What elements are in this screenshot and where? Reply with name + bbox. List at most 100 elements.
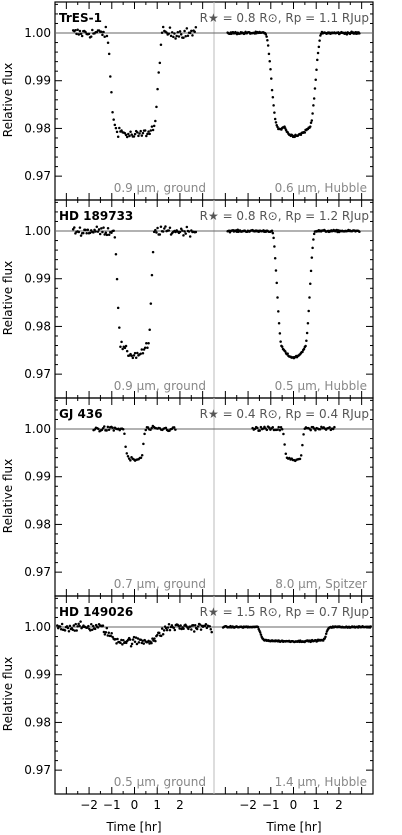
- data-point: [68, 624, 72, 628]
- data-point: [125, 349, 129, 353]
- data-point: [148, 132, 151, 136]
- data-point: [126, 454, 130, 458]
- data-point: [182, 627, 185, 631]
- data-point: [74, 28, 77, 32]
- data-point: [140, 641, 144, 645]
- y-axis-label-panel-1: Relative flux: [1, 63, 15, 137]
- data-point: [150, 641, 153, 645]
- data-point: [279, 340, 282, 343]
- data-point: [278, 428, 282, 432]
- data-point: [192, 630, 196, 633]
- data-point: [136, 637, 140, 640]
- data-point: [165, 31, 168, 34]
- data-point: [151, 250, 155, 254]
- data-point: [59, 628, 63, 631]
- data-point: [328, 426, 331, 429]
- x-tick-label-left: 0: [131, 798, 139, 812]
- data-point: [73, 226, 76, 229]
- data-point: [96, 230, 100, 233]
- data-point: [137, 641, 141, 644]
- data-point: [101, 230, 104, 234]
- data-point: [210, 630, 213, 634]
- x-tick-label-right: 1: [312, 798, 320, 812]
- data-point: [277, 425, 280, 429]
- data-point: [107, 631, 111, 634]
- data-point: [104, 25, 108, 29]
- panel-1: 1.00 0.99 0.98 0.97 0.9 μm, ground 0.6 μm, Hu…: [24, 1, 374, 201]
- data-point: [279, 425, 283, 429]
- y-tick-label: 0.99: [24, 668, 51, 682]
- data-point: [139, 129, 142, 133]
- data-point: [124, 133, 128, 137]
- data-point: [112, 429, 116, 432]
- data-point: [148, 328, 151, 332]
- caption-right: 8.0 μm, Spitzer: [275, 577, 367, 591]
- data-point: [109, 75, 112, 78]
- data-point: [111, 426, 114, 430]
- data-point: [160, 627, 164, 630]
- data-point: [80, 34, 84, 38]
- data-point: [124, 445, 127, 448]
- data-point: [92, 231, 95, 234]
- data-point: [132, 354, 136, 357]
- data-point: [179, 227, 183, 231]
- data-point: [103, 35, 106, 39]
- data-point: [136, 351, 139, 355]
- data-point: [173, 32, 176, 35]
- data-point: [312, 232, 316, 236]
- x-tick-label-left: 1: [153, 798, 161, 812]
- data-point: [187, 230, 191, 233]
- data-point: [139, 638, 143, 641]
- data-point: [301, 350, 304, 354]
- data-point: [114, 252, 118, 256]
- data-point: [299, 454, 303, 457]
- panel-2: 1.00 0.99 0.98 0.97 0.9 μm, ground 0.5 μm, Hu…: [24, 199, 374, 399]
- data-point: [130, 354, 133, 357]
- data-point: [79, 620, 82, 623]
- stellar-planet-params: R★ = 0.8 R⊙, Rp = 1.1 RJup: [200, 11, 369, 25]
- data-point: [273, 257, 277, 260]
- data-point: [90, 628, 94, 631]
- data-point: [177, 624, 180, 628]
- data-point: [104, 630, 108, 634]
- data-point: [116, 135, 120, 138]
- data-point: [253, 427, 257, 431]
- data-point: [172, 626, 176, 630]
- data-point: [119, 345, 122, 349]
- data-point: [125, 452, 129, 455]
- data-point: [66, 626, 70, 630]
- data-point: [277, 310, 280, 313]
- data-point: [199, 628, 203, 631]
- data-point: [136, 131, 139, 134]
- data-point: [128, 638, 132, 641]
- data-point: [318, 428, 322, 431]
- data-point: [312, 97, 316, 100]
- data-point: [149, 302, 153, 305]
- data-point: [298, 457, 302, 461]
- data-point: [333, 425, 336, 429]
- y-axis-label-panel-4: Relative flux: [1, 657, 15, 731]
- caption-left: 0.9 μm, ground: [114, 181, 206, 195]
- data-point: [103, 633, 107, 636]
- data-point: [76, 28, 79, 32]
- data-point: [105, 626, 109, 630]
- data-point: [84, 30, 87, 34]
- data-point: [181, 229, 184, 232]
- data-point: [191, 34, 194, 37]
- data-point: [209, 627, 213, 631]
- data-point: [304, 344, 307, 348]
- data-point: [309, 282, 312, 286]
- data-point: [133, 132, 137, 136]
- data-point: [270, 77, 273, 80]
- data-point: [97, 228, 101, 231]
- data-point: [60, 622, 64, 626]
- data-point: [286, 352, 289, 355]
- data-point: [308, 296, 311, 299]
- y-tick-label: 1.00: [24, 422, 51, 436]
- data-point: [176, 31, 180, 34]
- data-point: [86, 228, 90, 231]
- data-point: [158, 631, 161, 635]
- data-point: [78, 29, 82, 33]
- data-point: [130, 133, 133, 136]
- data-point: [172, 35, 175, 39]
